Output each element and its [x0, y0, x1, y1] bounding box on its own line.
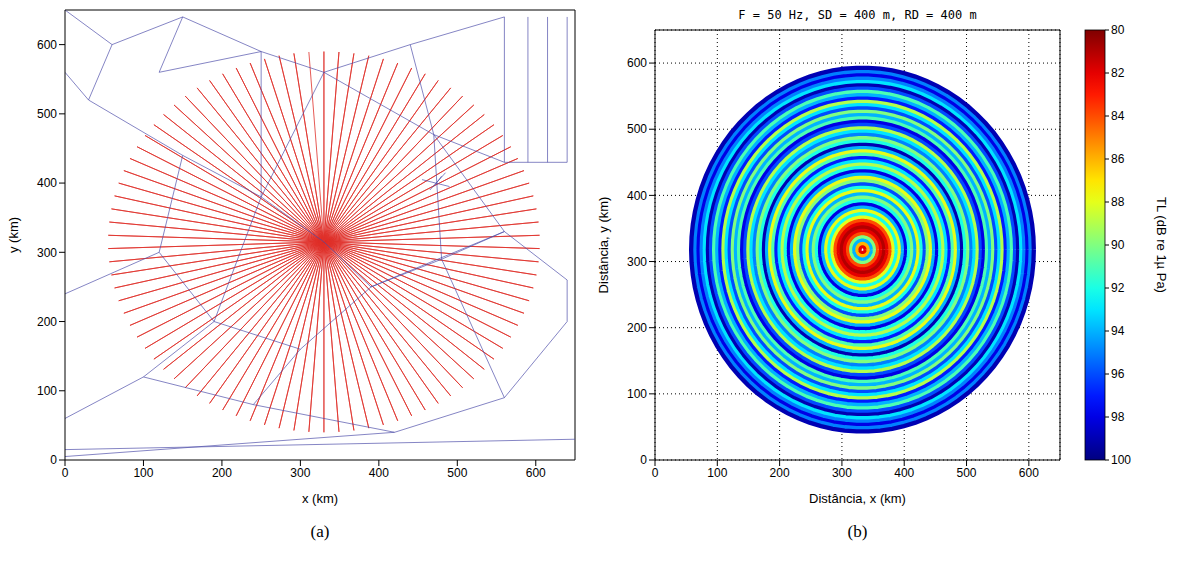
svg-text:88: 88	[1111, 195, 1125, 209]
svg-text:400: 400	[894, 466, 914, 480]
svg-text:200: 200	[37, 315, 57, 329]
svg-text:400: 400	[37, 176, 57, 190]
svg-text:600: 600	[526, 466, 546, 480]
svg-text:200: 200	[770, 466, 790, 480]
svg-text:300: 300	[627, 255, 647, 269]
svg-text:TL (dB re 1µ Pa): TL (dB re 1µ Pa)	[1154, 197, 1169, 293]
svg-text:500: 500	[37, 107, 57, 121]
svg-text:92: 92	[1111, 281, 1125, 295]
svg-text:96: 96	[1111, 367, 1125, 381]
svg-text:500: 500	[957, 466, 977, 480]
svg-text:300: 300	[290, 466, 310, 480]
svg-text:300: 300	[37, 246, 57, 260]
svg-text:0: 0	[62, 466, 69, 480]
svg-text:400: 400	[627, 189, 647, 203]
svg-text:500: 500	[627, 122, 647, 136]
svg-text:0: 0	[640, 453, 647, 467]
svg-text:82: 82	[1111, 66, 1125, 80]
svg-text:500: 500	[447, 466, 467, 480]
svg-text:100: 100	[627, 387, 647, 401]
svg-text:100: 100	[133, 466, 153, 480]
svg-text:400: 400	[369, 466, 389, 480]
svg-text:x (km): x (km)	[302, 491, 338, 506]
svg-text:100: 100	[1111, 453, 1131, 467]
svg-text:98: 98	[1111, 410, 1125, 424]
html-text:F = 50 Hz, SD = 400 m, RD = 40: F = 50 Hz, SD = 400 m, RD = 400 m	[738, 8, 977, 22]
svg-text:600: 600	[37, 38, 57, 52]
svg-text:Distância, x (km): Distância, x (km)	[809, 491, 906, 506]
html-text:(b): (b)	[847, 522, 868, 541]
svg-text:600: 600	[627, 56, 647, 70]
svg-text:0: 0	[50, 453, 57, 467]
svg-text:90: 90	[1111, 238, 1125, 252]
html-text:(a): (a)	[310, 522, 330, 541]
svg-text:84: 84	[1111, 109, 1125, 123]
svg-text:300: 300	[832, 466, 852, 480]
svg-text:86: 86	[1111, 152, 1125, 166]
svg-text:80: 80	[1111, 23, 1125, 37]
svg-text:94: 94	[1111, 324, 1125, 338]
svg-text:100: 100	[707, 466, 727, 480]
svg-text:Distância, y (km): Distância, y (km)	[596, 197, 611, 294]
svg-text:200: 200	[627, 321, 647, 335]
svg-text:0: 0	[652, 466, 659, 480]
svg-text:600: 600	[1019, 466, 1039, 480]
svg-text:100: 100	[37, 384, 57, 398]
svg-text:y (km): y (km)	[6, 217, 21, 253]
svg-text:200: 200	[212, 466, 232, 480]
